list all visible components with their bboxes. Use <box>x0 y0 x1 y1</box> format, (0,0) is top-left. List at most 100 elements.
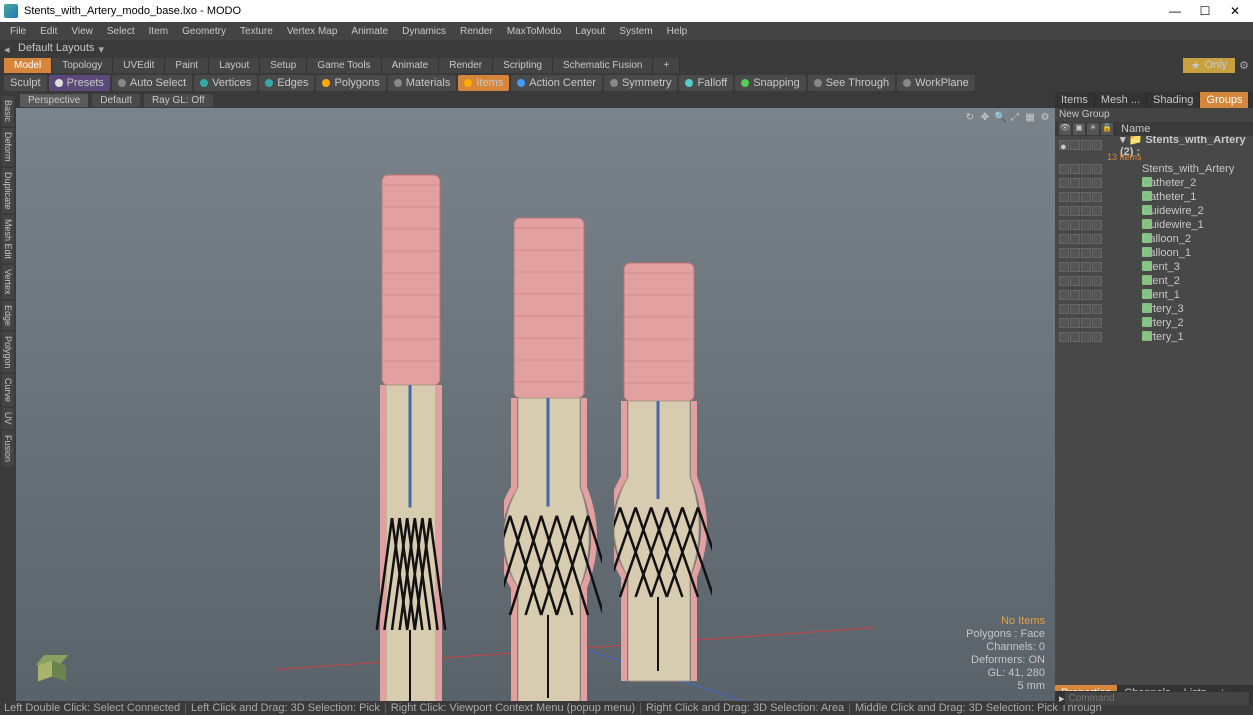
tree-item-guidewire_2[interactable]: Guidewire_2 <box>1055 204 1253 218</box>
tool-vertices[interactable]: Vertices <box>194 75 257 91</box>
viewport-3d[interactable]: ↻ ✥ 🔍 ⤢ ▦ ⚙ No Items Polygons : Face Cha… <box>16 108 1055 701</box>
tool-sculpt[interactable]: Sculpt <box>4 75 47 91</box>
menu-help[interactable]: Help <box>661 24 694 39</box>
scene-tree[interactable]: ●▾ 📁 Stents_with_Artery (2) :13 Items St… <box>1055 136 1253 413</box>
menu-geometry[interactable]: Geometry <box>176 24 232 39</box>
tool-see-through[interactable]: See Through <box>808 75 895 91</box>
tab-add[interactable]: + <box>653 58 680 73</box>
panel-tab-mesh[interactable]: Mesh ... <box>1095 92 1147 108</box>
new-group-button[interactable]: New Group <box>1055 108 1253 122</box>
tool-symmetry[interactable]: Symmetry <box>604 75 678 91</box>
menubar: FileEditViewSelectItemGeometryTextureVer… <box>0 22 1253 40</box>
tool-action-center[interactable]: Action Center <box>511 75 602 91</box>
tree-item-balloon_1[interactable]: Balloon_1 <box>1055 246 1253 260</box>
tab-layout[interactable]: Layout <box>209 58 260 73</box>
tab-schematic-fusion[interactable]: Schematic Fusion <box>553 58 653 73</box>
rail-vertex[interactable]: Vertex <box>2 265 14 299</box>
close-button[interactable]: ✕ <box>1221 1 1249 21</box>
tab-setup[interactable]: Setup <box>260 58 307 73</box>
rail-curve[interactable]: Curve <box>2 374 14 406</box>
panel-tab-shading[interactable]: Shading <box>1147 92 1200 108</box>
tool-items[interactable]: Items <box>458 75 509 91</box>
vp-rotate-icon[interactable]: ↻ <box>964 112 976 124</box>
rail-polygon[interactable]: Polygon <box>2 332 14 373</box>
tool-materials[interactable]: Materials <box>388 75 457 91</box>
tree-item-balloon_2[interactable]: Balloon_2 <box>1055 232 1253 246</box>
rail-uv[interactable]: UV <box>2 408 14 429</box>
menu-file[interactable]: File <box>4 24 32 39</box>
panel-tab-items[interactable]: Items <box>1055 92 1095 108</box>
rail-mesh-edit[interactable]: Mesh Edit <box>2 215 14 263</box>
status-hint-1: Left Click and Drag: 3D Selection: Pick <box>191 702 380 714</box>
status-hint-0: Left Double Click: Select Connected <box>4 702 180 714</box>
layout-dropdown-icon[interactable]: ▾ <box>98 43 108 53</box>
window-title: Stents_with_Artery_modo_base.lxo - MODO <box>24 5 241 17</box>
menu-layout[interactable]: Layout <box>569 24 611 39</box>
tree-item-artery_1[interactable]: Artery_1 <box>1055 330 1253 344</box>
tab-topology[interactable]: Topology <box>52 58 113 73</box>
app-icon <box>4 4 18 18</box>
rail-basic[interactable]: Basic <box>2 96 14 126</box>
menu-select[interactable]: Select <box>101 24 141 39</box>
tree-item-artery_3[interactable]: Artery_3 <box>1055 302 1253 316</box>
tree-item-stents_with_artery[interactable]: Stents_with_Artery <box>1055 162 1253 176</box>
tab-uvedit[interactable]: UVEdit <box>113 58 165 73</box>
menu-render[interactable]: Render <box>454 24 499 39</box>
minimize-button[interactable]: — <box>1161 1 1189 21</box>
tool-snapping[interactable]: Snapping <box>735 75 806 91</box>
tool-presets[interactable]: Presets <box>49 75 110 91</box>
menu-view[interactable]: View <box>65 24 99 39</box>
vp-tab-0[interactable]: Perspective <box>20 94 88 107</box>
menu-edit[interactable]: Edit <box>34 24 63 39</box>
settings-gear-icon[interactable]: ⚙ <box>1239 59 1249 72</box>
rail-edge[interactable]: Edge <box>2 301 14 330</box>
tree-item-stent_3[interactable]: Stent_3 <box>1055 260 1253 274</box>
tree-item-guidewire_1[interactable]: Guidewire_1 <box>1055 218 1253 232</box>
vp-fit-icon[interactable]: ⤢ <box>1009 112 1021 124</box>
menu-texture[interactable]: Texture <box>234 24 279 39</box>
rail-deform[interactable]: Deform <box>2 128 14 166</box>
vp-pan-icon[interactable]: ✥ <box>979 112 991 124</box>
tree-item-catheter_2[interactable]: Catheter_2 <box>1055 176 1253 190</box>
vp-zoom-icon[interactable]: 🔍 <box>994 112 1006 124</box>
menu-system[interactable]: System <box>613 24 658 39</box>
rail-duplicate[interactable]: Duplicate <box>2 168 14 214</box>
mode-tabbar: ModelTopologyUVEditPaintLayoutSetupGame … <box>0 56 1253 74</box>
tree-item-stent_1[interactable]: Stent_1 <box>1055 288 1253 302</box>
tool-edges[interactable]: Edges <box>259 75 314 91</box>
tool-falloff[interactable]: Falloff <box>679 75 733 91</box>
layout-dropdown[interactable]: Default Layouts <box>18 42 94 54</box>
layout-prev-icon[interactable]: ◂ <box>4 43 14 53</box>
tree-item-catheter_1[interactable]: Catheter_1 <box>1055 190 1253 204</box>
left-tool-rail: Basic Deform DuplicateMesh Edit Vertex Edge P… <box>0 92 16 701</box>
tab-paint[interactable]: Paint <box>165 58 209 73</box>
axis-gizmo[interactable] <box>34 647 70 683</box>
viewport-tabs: Perspective Default Ray GL: Off <box>16 92 1055 108</box>
maximize-button[interactable]: ☐ <box>1191 1 1219 21</box>
tree-root[interactable]: ●▾ 📁 Stents_with_Artery (2) : <box>1055 138 1253 152</box>
menu-maxtomodo[interactable]: MaxToModo <box>501 24 567 39</box>
menu-animate[interactable]: Animate <box>345 24 394 39</box>
menu-vertex-map[interactable]: Vertex Map <box>281 24 344 39</box>
tree-item-artery_2[interactable]: Artery_2 <box>1055 316 1253 330</box>
tool-polygons[interactable]: Polygons <box>316 75 385 91</box>
vp-tab-1[interactable]: Default <box>92 94 140 107</box>
vp-tab-2[interactable]: Ray GL: Off <box>144 94 213 107</box>
tool-auto-select[interactable]: Auto Select <box>112 75 192 91</box>
only-button[interactable]: ★Only <box>1183 58 1236 73</box>
menu-dynamics[interactable]: Dynamics <box>396 24 452 39</box>
rail-fusion[interactable]: Fusion <box>2 431 14 466</box>
tool-workplane[interactable]: WorkPlane <box>897 75 975 91</box>
tab-animate[interactable]: Animate <box>382 58 440 73</box>
tab-scripting[interactable]: Scripting <box>493 58 553 73</box>
vp-wire-icon[interactable]: ▦ <box>1024 112 1036 124</box>
vp-gear-icon[interactable]: ⚙ <box>1039 112 1051 124</box>
tab-game-tools[interactable]: Game Tools <box>307 58 381 73</box>
tab-render[interactable]: Render <box>439 58 493 73</box>
panel-tab-groups[interactable]: Groups <box>1200 92 1249 108</box>
tree-item-stent_2[interactable]: Stent_2 <box>1055 274 1253 288</box>
menu-item[interactable]: Item <box>143 24 174 39</box>
name-column-header[interactable]: Name <box>1121 123 1150 135</box>
command-input[interactable] <box>1065 692 1249 705</box>
tab-model[interactable]: Model <box>4 58 52 73</box>
